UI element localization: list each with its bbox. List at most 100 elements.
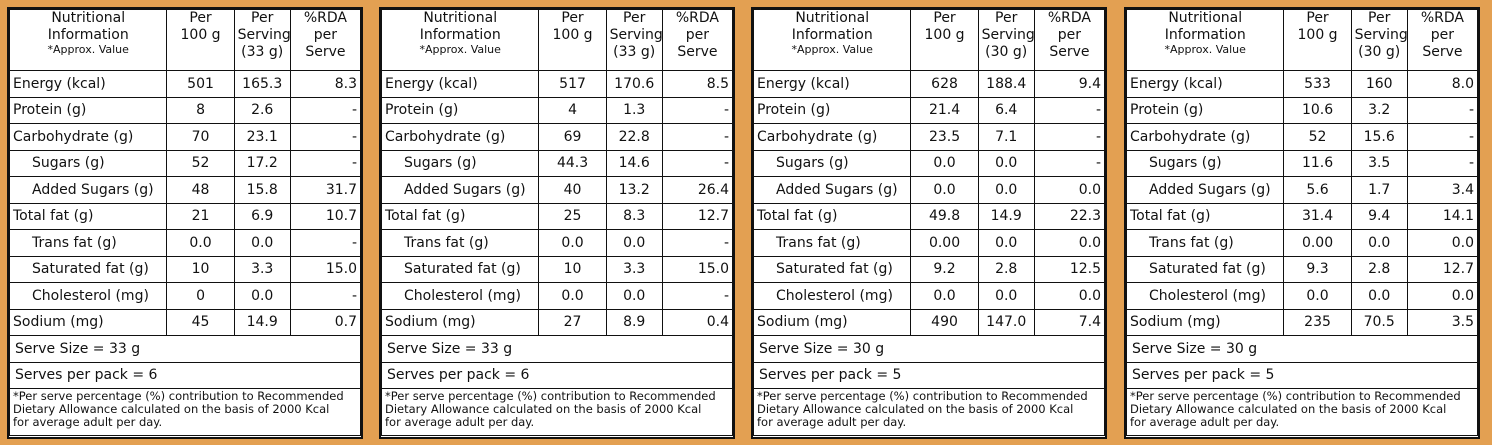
- header-line: Per: [933, 10, 956, 27]
- value-per-serving: 0.0: [977, 176, 1035, 204]
- nutrient-label: Carbohydrate (g): [8, 123, 168, 151]
- value-per-serving: 1.7: [1350, 176, 1408, 204]
- value-per-serving: 17.2: [233, 149, 291, 177]
- approx-note: *Approx. Value: [791, 43, 873, 56]
- value-rda: 22.3: [1033, 202, 1106, 230]
- footnote-line: *Per serve percentage (%) contribution t…: [1130, 389, 1461, 403]
- header-line: 100 g: [1297, 27, 1338, 43]
- nutrient-row: Carbohydrate (g) 70 23.1-: [8, 123, 362, 151]
- value-rda: 14.1: [1406, 202, 1479, 230]
- nutrient-row: Saturated fat (g) 10 3.3 15.0: [8, 255, 362, 283]
- value-rda: 0.0: [1033, 176, 1106, 204]
- value-rda: 12.5: [1033, 255, 1106, 283]
- nutrient-row: Energy (kcal) 501 165.3 8.3: [8, 70, 362, 98]
- nutrient-label: Trans fat (g): [752, 229, 912, 257]
- header-line: %RDA: [1047, 10, 1091, 27]
- value-per-100g: 0.00: [1283, 229, 1352, 257]
- value-per-100g: 0.0: [538, 229, 607, 257]
- value-rda: 12.7: [1406, 255, 1479, 283]
- nutrient-row: Sodium (mg) 27 8.9 0.4: [380, 308, 734, 336]
- value-per-100g: 10: [166, 255, 235, 283]
- header-label-line: Nutritional: [423, 10, 498, 27]
- approx-note: *Approx. Value: [419, 43, 501, 56]
- serves-per-pack-row: Serves per pack = 6: [9, 361, 361, 389]
- value-rda: -: [661, 229, 734, 257]
- value-per-100g: 533: [1283, 70, 1352, 98]
- nutrient-label: Carbohydrate (g): [380, 123, 540, 151]
- nutrient-row: Saturated fat (g) 9.2 2.8 12.5: [752, 255, 1106, 283]
- value-per-serving: 7.1: [977, 123, 1035, 151]
- value-per-100g: 501: [166, 70, 235, 98]
- header-line: Per: [623, 10, 646, 27]
- nutrient-label: Saturated fat (g): [8, 255, 168, 283]
- nutrient-label: Total fat (g): [752, 202, 912, 230]
- value-per-100g: 9.2: [910, 255, 979, 283]
- nutrient-label: Cholesterol (mg): [752, 282, 912, 310]
- nutrition-table: Nutritional Information *Approx. Value Per 1…: [8, 9, 362, 436]
- nutrient-label: Energy (kcal): [752, 70, 912, 98]
- value-per-100g: 69: [538, 123, 607, 151]
- value-per-serving: 188.4: [977, 70, 1035, 98]
- nutrition-table-panel: Nutritional Information *Approx. Value Per 1…: [7, 7, 363, 439]
- nutrient-row: Trans fat (g) 0.00 0.0 0.0: [1125, 229, 1479, 257]
- nutrient-row: Protein (g) 8 2.6-: [8, 96, 362, 124]
- header-line: Serve: [305, 44, 346, 60]
- nutrient-label: Trans fat (g): [1125, 229, 1285, 257]
- header-label-line: Nutritional: [1168, 10, 1243, 27]
- footnote-line: for average adult per day.: [1130, 415, 1280, 429]
- footnote: *Per serve percentage (%) contribution t…: [1126, 388, 1478, 436]
- value-rda: 3.5: [1406, 308, 1479, 336]
- value-per-serving: 2.8: [1350, 255, 1408, 283]
- header-line: Serve: [1422, 44, 1463, 60]
- value-rda: 8.0: [1406, 70, 1479, 98]
- value-per-100g: 40: [538, 176, 607, 204]
- header-line: Serving: [609, 27, 663, 43]
- nutrient-label: Saturated fat (g): [752, 255, 912, 283]
- serves-per-pack-row: Serves per pack = 6: [381, 361, 733, 389]
- header-line: %RDA: [303, 10, 347, 27]
- value-rda: 15.0: [289, 255, 362, 283]
- header-line: Per: [251, 10, 274, 27]
- value-rda: -: [661, 96, 734, 124]
- nutrient-label: Energy (kcal): [8, 70, 168, 98]
- nutrient-row: Carbohydrate (g) 23.5 7.1-: [752, 123, 1106, 151]
- value-per-serving: 9.4: [1350, 202, 1408, 230]
- footnote-line: for average adult per day.: [13, 415, 163, 429]
- nutrient-row: Sugars (g) 11.6 3.5-: [1125, 149, 1479, 177]
- value-per-serving: 0.0: [1350, 282, 1408, 310]
- header-line: 100 g: [924, 27, 965, 43]
- nutrient-label: Sodium (mg): [8, 308, 168, 336]
- footnote: *Per serve percentage (%) contribution t…: [753, 388, 1105, 436]
- value-per-serving: 70.5: [1350, 308, 1408, 336]
- value-rda: -: [289, 229, 362, 257]
- footnote-row: *Per serve percentage (%) contribution t…: [381, 388, 733, 436]
- value-per-100g: 52: [1283, 123, 1352, 151]
- nutrient-row: Cholesterol (mg) 0.0 0.0 0.0: [1125, 282, 1479, 310]
- header-per-100g: Per 100 g: [166, 9, 235, 71]
- header-rda: %RDA per Serve: [1033, 9, 1106, 71]
- header-line: per: [685, 27, 710, 43]
- header-line: Per: [995, 10, 1018, 27]
- header-label: Nutritional Information *Approx. Value: [1125, 9, 1285, 71]
- value-per-100g: 45: [166, 308, 235, 336]
- nutrient-row: Sugars (g) 52 17.2-: [8, 149, 362, 177]
- nutrient-label: Sugars (g): [8, 149, 168, 177]
- nutrient-row: Cholesterol (mg) 0.0 0.0 0.0: [752, 282, 1106, 310]
- value-per-serving: 0.0: [1350, 229, 1408, 257]
- nutrient-label: Cholesterol (mg): [1125, 282, 1285, 310]
- value-per-100g: 23.5: [910, 123, 979, 151]
- value-rda: -: [661, 123, 734, 151]
- nutrient-label: Trans fat (g): [380, 229, 540, 257]
- value-per-100g: 0.0: [1283, 282, 1352, 310]
- value-per-100g: 628: [910, 70, 979, 98]
- value-rda: 12.7: [661, 202, 734, 230]
- value-per-serving: 15.6: [1350, 123, 1408, 151]
- header-line: per: [1430, 27, 1455, 43]
- header-label: Nutritional Information *Approx. Value: [752, 9, 912, 71]
- nutrient-label: Added Sugars (g): [1125, 176, 1285, 204]
- serve-size-row: Serve Size = 30 g: [1126, 335, 1478, 363]
- value-per-100g: 27: [538, 308, 607, 336]
- value-per-100g: 5.6: [1283, 176, 1352, 204]
- nutrient-label: Total fat (g): [8, 202, 168, 230]
- nutrient-row: Total fat (g) 25 8.3 12.7: [380, 202, 734, 230]
